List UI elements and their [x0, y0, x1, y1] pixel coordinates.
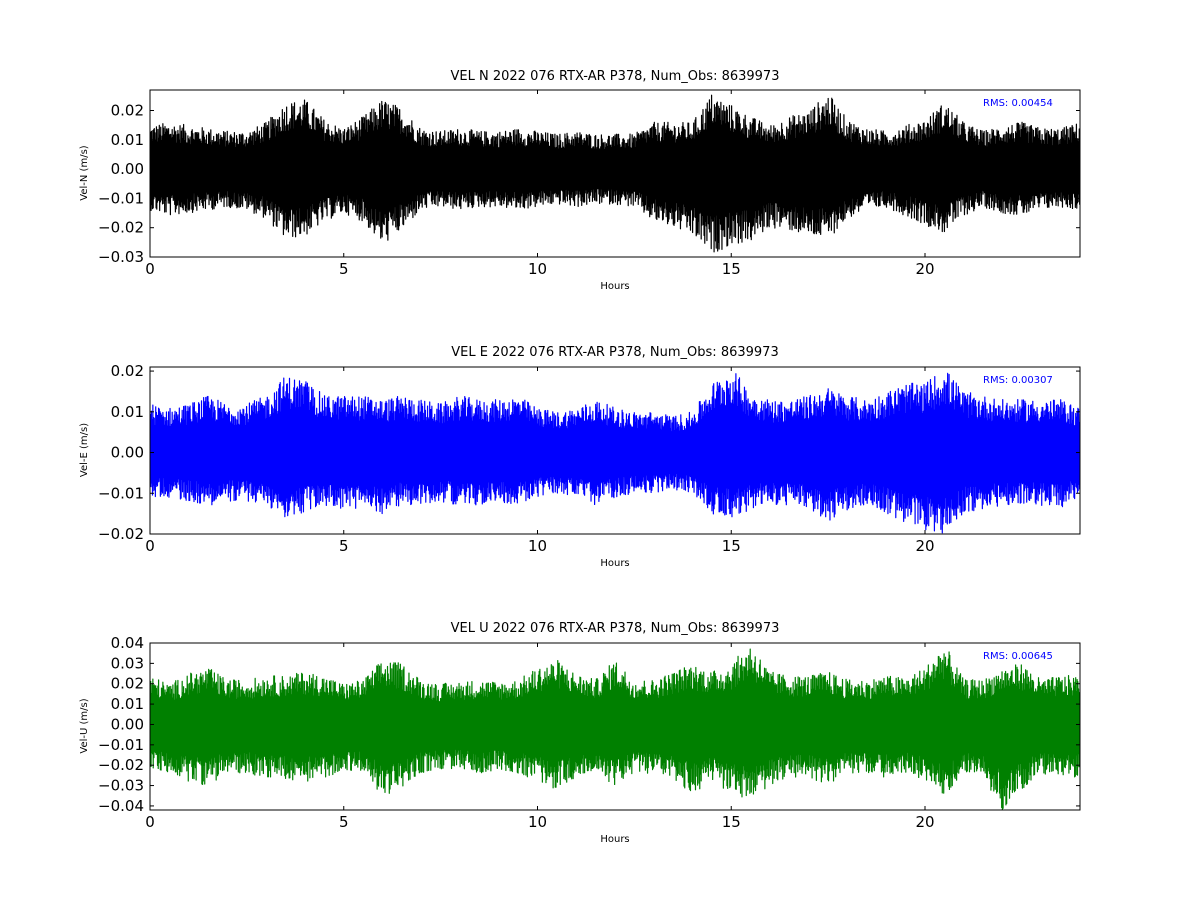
ticks-group: 0 5 10 15 20 0.04 0.03 0.02 0.01 0.00 −0.01 −0.02 −0… [98, 634, 1080, 831]
panel-vel-u: VEL U 2022 076 RTX-AR P378, Num_Obs: 863… [79, 621, 1081, 845]
x-tick-label: 10 [528, 813, 547, 831]
y-tick-label: −0.02 [98, 525, 144, 543]
y-tick-label: 0.00 [111, 160, 144, 178]
ticks-group: 0 5 10 15 20 0.02 0.01 0.00 −0.01 −0.02 −0.03 [98, 90, 1080, 278]
x-tick-label: 0 [145, 813, 155, 831]
rms-annotation: RMS: 0.00454 [983, 98, 1053, 109]
plot-frame [149, 642, 1081, 811]
y-tick-label: 0.04 [111, 634, 144, 652]
y-tick-label: 0.00 [111, 715, 144, 733]
series-trace [150, 372, 1080, 534]
plot-frame [149, 366, 1081, 535]
y-axis-label: Vel-N (m/s) [79, 145, 90, 200]
y-tick-label: −0.01 [98, 189, 144, 207]
y-tick-label: −0.04 [98, 797, 144, 815]
y-tick-label: 0.01 [111, 695, 144, 713]
y-axis-label: Vel-E (m/s) [79, 423, 90, 477]
y-tick-label: −0.01 [98, 484, 144, 502]
y-tick-label: 0.02 [111, 362, 144, 380]
x-axis-label: Hours [600, 834, 629, 845]
x-tick-label: 5 [339, 537, 349, 555]
x-tick-label: 20 [915, 260, 934, 278]
y-tick-label: 0.02 [111, 102, 144, 120]
trace-group [150, 648, 1080, 810]
y-axis-label: Vel-U (m/s) [79, 698, 90, 753]
y-tick-label: 0.01 [111, 131, 144, 149]
x-tick-label: 20 [915, 537, 934, 555]
panel-title: VEL E 2022 076 RTX-AR P378, Num_Obs: 863… [451, 345, 778, 360]
series-trace [150, 648, 1080, 810]
panel-vel-n: VEL N 2022 076 RTX-AR P378, Num_Obs: 863… [79, 69, 1081, 292]
x-tick-label: 5 [339, 260, 349, 278]
trace-group [150, 94, 1080, 253]
x-tick-label: 5 [339, 813, 349, 831]
panel-title: VEL U 2022 076 RTX-AR P378, Num_Obs: 863… [451, 621, 780, 636]
rms-annotation: RMS: 0.00307 [983, 375, 1053, 386]
x-tick-label: 0 [145, 537, 155, 555]
x-tick-label: 10 [528, 260, 547, 278]
x-tick-label: 15 [722, 260, 741, 278]
x-tick-label: 0 [145, 260, 155, 278]
y-tick-label: 0.03 [111, 654, 144, 672]
y-tick-label: −0.02 [98, 756, 144, 774]
y-tick-label: −0.03 [98, 777, 144, 795]
y-tick-label: −0.01 [98, 736, 144, 754]
y-tick-label: 0.01 [111, 403, 144, 421]
x-axis-label: Hours [600, 281, 629, 292]
x-tick-label: 15 [722, 813, 741, 831]
panel-title: VEL N 2022 076 RTX-AR P378, Num_Obs: 863… [451, 69, 780, 84]
ticks-group: 0 5 10 15 20 0.02 0.01 0.00 −0.01 −0.02 [98, 362, 1080, 555]
x-tick-label: 10 [528, 537, 547, 555]
x-tick-label: 15 [722, 537, 741, 555]
series-trace [150, 94, 1080, 253]
panel-vel-e: VEL E 2022 076 RTX-AR P378, Num_Obs: 863… [79, 345, 1081, 569]
y-tick-label: 0.02 [111, 675, 144, 693]
y-tick-label: 0.00 [111, 444, 144, 462]
trace-group [150, 372, 1080, 534]
plot-frame [149, 89, 1081, 258]
y-tick-label: −0.02 [98, 219, 144, 237]
x-tick-label: 20 [915, 813, 934, 831]
rms-annotation: RMS: 0.00645 [983, 651, 1053, 662]
x-axis-label: Hours [600, 558, 629, 569]
y-tick-label: −0.03 [98, 248, 144, 266]
